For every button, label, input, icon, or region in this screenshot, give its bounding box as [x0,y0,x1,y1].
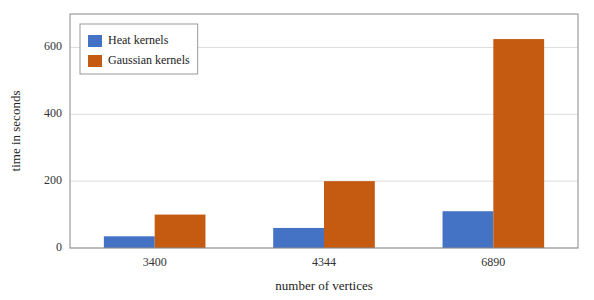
bar [324,181,375,248]
chart-container: 0 200 400 600 3400 4344 6890 number of vertices… [0,0,594,300]
bar [443,211,494,248]
x-tick-label: 3400 [143,255,167,269]
y-tick-label: 400 [44,106,62,120]
bar [155,215,206,248]
legend-box [80,24,198,74]
y-tick-label: 0 [56,240,62,254]
x-tick-label: 6890 [481,255,505,269]
y-axis-label: time in seconds [8,91,23,172]
legend-swatch [88,35,102,47]
legend: Heat kernels Gaussian kernels [80,24,198,74]
y-tick-label: 200 [44,173,62,187]
legend-label: Heat kernels [108,33,169,47]
plot-frame [70,14,578,248]
legend-swatch [88,55,102,67]
bar [493,39,544,248]
y-tick-label: 600 [44,39,62,53]
legend-label: Gaussian kernels [108,53,190,67]
bar [104,236,155,248]
x-tick-label: 4344 [312,255,336,269]
chart: 0 200 400 600 3400 4344 6890 number of vertices… [0,0,594,300]
x-axis-label: number of vertices [275,278,372,293]
bar [273,228,324,248]
